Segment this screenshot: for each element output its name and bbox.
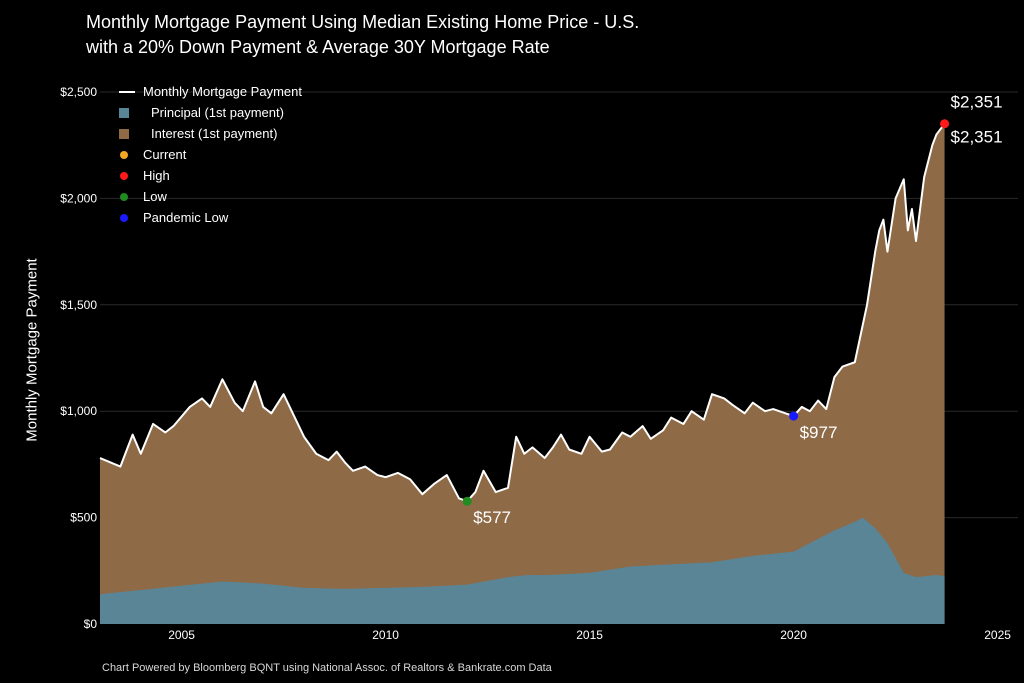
low-label: $577 bbox=[473, 508, 511, 527]
y-tick-label: $500 bbox=[70, 511, 97, 525]
legend-dot-swatch bbox=[120, 214, 128, 222]
current-label: $2,351 bbox=[951, 128, 1003, 147]
legend-dot-swatch bbox=[120, 172, 128, 180]
x-tick-label: 2020 bbox=[780, 628, 807, 642]
y-tick-label: $2,000 bbox=[60, 191, 97, 205]
interest-area bbox=[100, 123, 945, 624]
y-tick-label: $1,000 bbox=[60, 404, 97, 418]
legend-square-swatch bbox=[119, 108, 129, 118]
high-label: $2,351 bbox=[951, 93, 1003, 112]
legend-square-swatch bbox=[119, 129, 129, 139]
pandemic-low-label: $977 bbox=[800, 423, 838, 442]
y-tick-label: $0 bbox=[84, 617, 98, 631]
chart-title: Monthly Mortgage Payment Using Median Ex… bbox=[86, 10, 639, 60]
high-marker bbox=[940, 119, 950, 129]
legend-label: Low bbox=[143, 189, 167, 204]
x-tick-label: 2010 bbox=[372, 628, 399, 642]
chart-title-line-2: with a 20% Down Payment & Average 30Y Mo… bbox=[86, 37, 550, 57]
legend-label: High bbox=[143, 168, 170, 183]
legend-dot-swatch bbox=[120, 151, 128, 159]
footer-source-note: Chart Powered by Bloomberg BQNT using Na… bbox=[102, 662, 552, 674]
x-tick-label: 2025 bbox=[984, 628, 1011, 642]
legend-label: Principal (1st payment) bbox=[151, 105, 284, 120]
chart-title-line-1: Monthly Mortgage Payment Using Median Ex… bbox=[86, 12, 640, 32]
principal-area bbox=[100, 517, 945, 624]
legend-label: Current bbox=[143, 147, 187, 162]
legend-label: Interest (1st payment) bbox=[151, 126, 277, 141]
low-marker bbox=[462, 496, 472, 506]
x-tick-label: 2015 bbox=[576, 628, 603, 642]
pandemic-low-marker bbox=[789, 411, 799, 421]
x-tick-label: 2005 bbox=[168, 628, 195, 642]
y-tick-label: $2,500 bbox=[60, 85, 97, 99]
legend-label: Monthly Mortgage Payment bbox=[143, 84, 302, 99]
y-tick-label: $1,500 bbox=[60, 298, 97, 312]
legend-dot-swatch bbox=[120, 193, 128, 201]
legend-label: Pandemic Low bbox=[143, 210, 229, 225]
payment-line bbox=[99, 123, 946, 503]
